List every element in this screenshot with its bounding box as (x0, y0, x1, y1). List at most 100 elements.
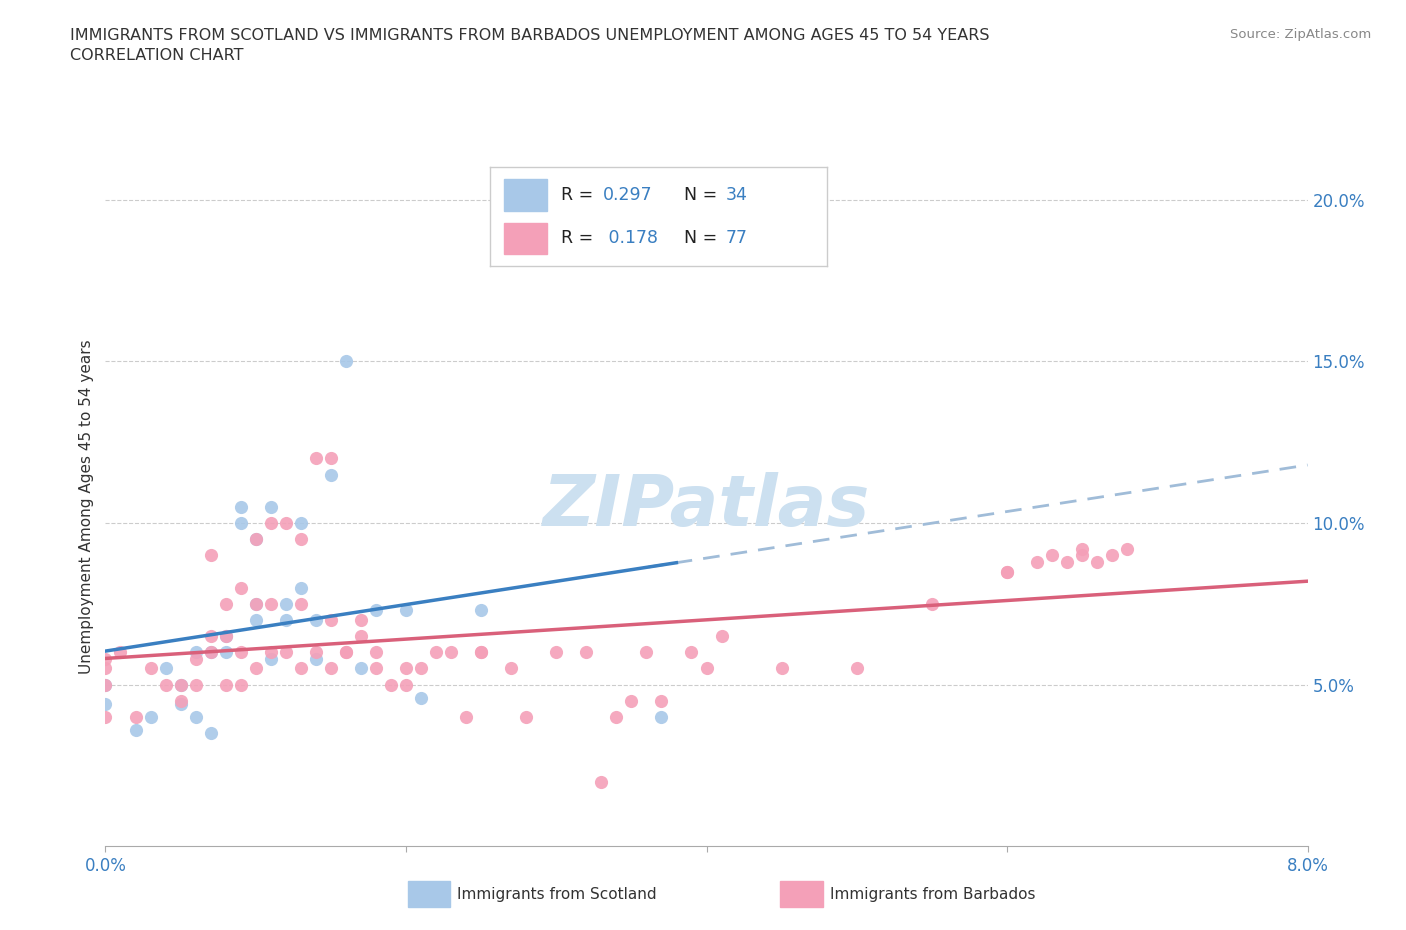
Point (200, 629, 222, 644)
Point (200, 548, 222, 563)
Point (921, 596, 943, 611)
Text: Immigrants from Scotland: Immigrants from Scotland (457, 887, 657, 902)
Point (229, 677, 252, 692)
Point (200, 644, 222, 659)
Point (845, 661, 868, 676)
Point (94, 661, 117, 676)
Point (696, 661, 718, 676)
Text: IMMIGRANTS FROM SCOTLAND VS IMMIGRANTS FROM BARBADOS UNEMPLOYMENT AMONG AGES 45 : IMMIGRANTS FROM SCOTLAND VS IMMIGRANTS F… (70, 28, 990, 43)
Point (409, 661, 432, 676)
Point (274, 644, 297, 659)
Point (229, 644, 252, 659)
Point (546, 644, 568, 659)
Point (274, 515, 297, 530)
Point (94, 651, 117, 666)
Point (364, 661, 387, 676)
Point (319, 451, 342, 466)
Point (229, 515, 252, 530)
Point (260, 596, 283, 611)
Point (380, 677, 402, 692)
Point (501, 661, 523, 676)
Point (155, 661, 177, 676)
Point (184, 644, 207, 659)
Point (350, 613, 373, 628)
Point (350, 661, 373, 676)
Point (1026, 554, 1049, 569)
Point (214, 596, 236, 611)
Point (395, 661, 418, 676)
Point (245, 596, 267, 611)
Text: Source: ZipAtlas.com: Source: ZipAtlas.com (1230, 28, 1371, 41)
Point (650, 710, 672, 724)
Point (1071, 541, 1094, 556)
Point (184, 651, 207, 666)
Point (319, 613, 342, 628)
Point (245, 661, 267, 676)
Point (214, 644, 236, 659)
Point (169, 694, 191, 709)
Point (214, 677, 236, 692)
Point (245, 532, 267, 547)
Point (710, 629, 733, 644)
Point (229, 499, 252, 514)
Point (350, 629, 373, 644)
Point (139, 710, 162, 724)
Point (395, 677, 418, 692)
Point (274, 613, 297, 628)
Point (169, 677, 191, 692)
Point (139, 661, 162, 676)
Point (605, 710, 627, 724)
Point (425, 644, 447, 659)
Point (995, 565, 1018, 579)
Point (1056, 554, 1078, 569)
Point (290, 661, 312, 676)
Point (305, 651, 328, 666)
Point (470, 603, 492, 618)
Point (274, 596, 297, 611)
Point (335, 644, 357, 659)
Point (110, 644, 132, 659)
Point (94, 677, 117, 692)
Point (364, 603, 387, 618)
Point (1116, 541, 1139, 556)
Point (260, 644, 283, 659)
Point (1071, 548, 1094, 563)
Point (184, 677, 207, 692)
Point (260, 515, 283, 530)
Point (319, 661, 342, 676)
Point (200, 725, 222, 740)
Point (454, 710, 477, 724)
Point (636, 644, 658, 659)
Point (409, 690, 432, 705)
Point (575, 644, 598, 659)
Y-axis label: Unemployment Among Ages 45 to 54 years: Unemployment Among Ages 45 to 54 years (79, 339, 94, 674)
Point (245, 613, 267, 628)
Point (440, 644, 463, 659)
Point (319, 467, 342, 482)
Point (94, 677, 117, 692)
Point (200, 644, 222, 659)
Point (290, 532, 312, 547)
Point (305, 613, 328, 628)
Text: Immigrants from Barbados: Immigrants from Barbados (830, 887, 1035, 902)
Point (184, 710, 207, 724)
Point (260, 499, 283, 514)
Point (470, 644, 492, 659)
Point (290, 580, 312, 595)
Point (1085, 554, 1108, 569)
Point (995, 565, 1018, 579)
Point (124, 710, 146, 724)
Point (770, 661, 793, 676)
Point (1040, 548, 1063, 563)
Point (169, 697, 191, 711)
Point (335, 354, 357, 369)
Point (305, 644, 328, 659)
Point (94, 710, 117, 724)
Point (364, 644, 387, 659)
Point (620, 694, 643, 709)
Point (290, 515, 312, 530)
Point (335, 644, 357, 659)
Point (681, 644, 703, 659)
Point (591, 774, 613, 789)
Point (214, 629, 236, 644)
